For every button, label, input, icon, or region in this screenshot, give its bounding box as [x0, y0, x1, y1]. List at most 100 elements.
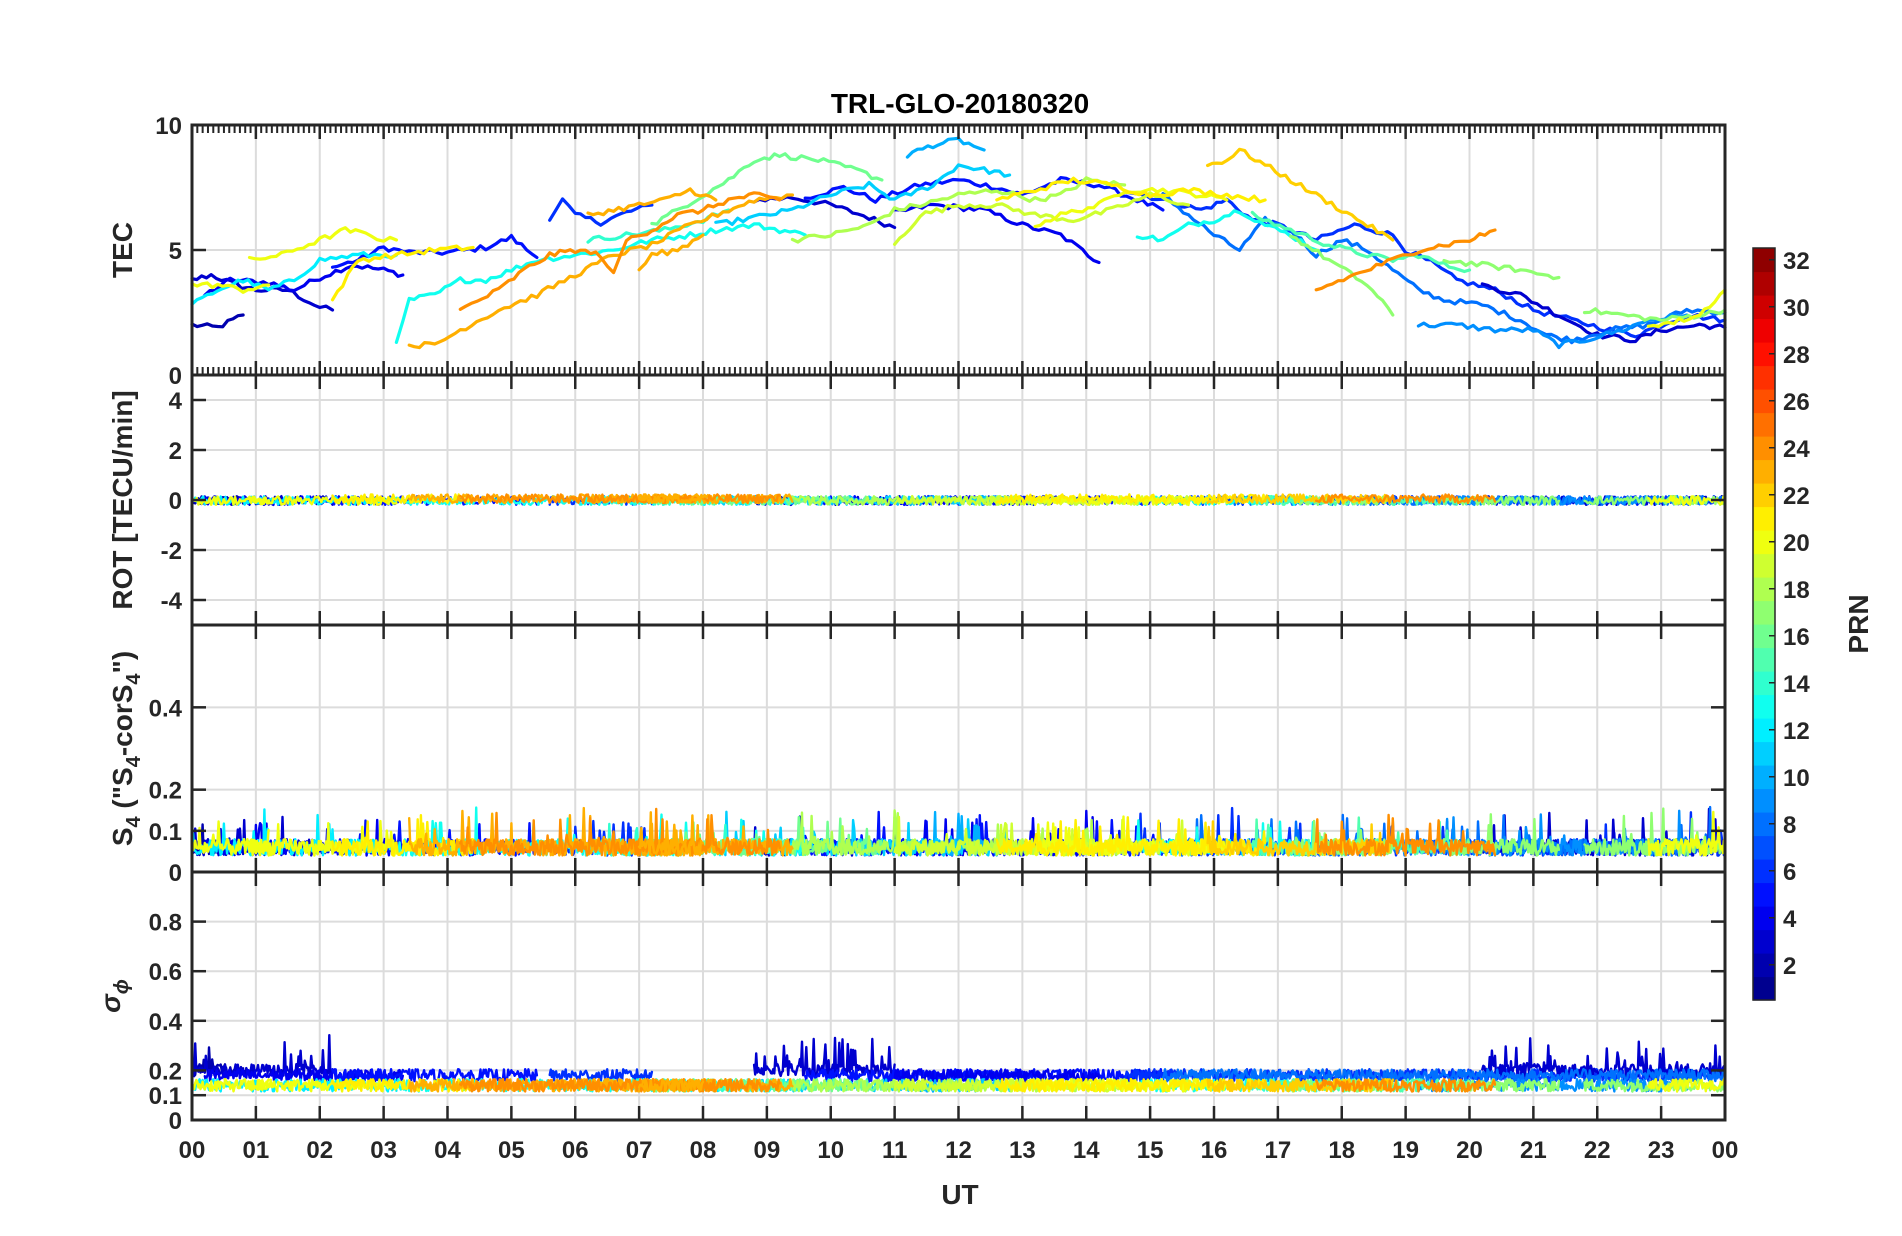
- sigma-y-tick-label: 0.6: [149, 959, 182, 986]
- tec-series-prn-11: [714, 163, 1012, 227]
- colorbar-tick-label: 18: [1783, 577, 1810, 604]
- colorbar-cell: [1753, 577, 1775, 602]
- tec-series-prn-6: [548, 197, 654, 227]
- rot-y-tick-label: 0: [169, 488, 182, 515]
- x-tick-label: 09: [754, 1137, 781, 1164]
- tec-series-prn-13: [1135, 209, 1318, 252]
- sigma-frame: [190, 870, 1727, 1122]
- s4-series-prn-24: [459, 807, 781, 857]
- colorbar-tick-label: 14: [1783, 671, 1810, 698]
- s4-series-prn-22: [1206, 820, 1394, 857]
- colorbar-cell: [1753, 953, 1775, 978]
- s4-y-tick-label: 0.2: [149, 778, 182, 805]
- x-tick-label: 21: [1520, 1137, 1547, 1164]
- colorbar-cell: [1753, 976, 1775, 1001]
- colorbar-cell: [1753, 718, 1775, 743]
- s4-y-axis-label: S4 ("S4-corS4"): [107, 651, 145, 846]
- panel-sigma: 00.10.2 0.4 0.6 0.8 σϕ: [95, 870, 1727, 1135]
- rot-series: [190, 493, 1727, 507]
- x-tick-label: 05: [498, 1137, 525, 1164]
- tec-series-prn-23: [586, 187, 718, 217]
- sigma-series-prn-24: [1315, 1077, 1497, 1093]
- colorbar-frame: [1752, 247, 1776, 1001]
- rot-series-prn-20: [1647, 495, 1727, 506]
- x-tick-label: 13: [1009, 1137, 1036, 1164]
- colorbar-cell: [1753, 271, 1775, 296]
- panel-s4: 00.10.20.4S4 ("S4-corS4"): [107, 623, 1727, 887]
- x-tick-label: 18: [1328, 1137, 1355, 1164]
- colorbar-cell: [1753, 765, 1775, 790]
- tec-series-prn-3: [190, 273, 335, 312]
- tec-y-tick-label: 10: [155, 113, 182, 140]
- x-tick-label: 00: [1712, 1137, 1739, 1164]
- x-tick-label: 16: [1201, 1137, 1228, 1164]
- colorbar-cell: [1753, 835, 1775, 860]
- sigma-series-prn-23: [637, 1078, 705, 1093]
- tec-y-tick-label: 5: [169, 238, 182, 265]
- rot-series-prn-22: [1206, 493, 1394, 505]
- colorbar-cell: [1753, 694, 1775, 719]
- x-axis: 00 01 02 03 04 05 06 07 08 09 10 11 12 13 14 15 16 17 18 19…: [179, 1137, 1739, 1164]
- tec-series-prn-20: [1646, 288, 1727, 329]
- x-tick-label: 06: [562, 1137, 589, 1164]
- tec-series-prn-16: [650, 152, 884, 226]
- colorbar-tick-label: 20: [1783, 530, 1810, 557]
- chart-title: TRL-GLO-20180320: [831, 88, 1089, 119]
- rot-series-prn-24: [459, 493, 781, 505]
- x-tick-label: 15: [1137, 1137, 1164, 1164]
- tec-series-prn-22: [1206, 147, 1395, 242]
- colorbar-tick-label: 32: [1783, 248, 1810, 275]
- colorbar-cell: [1753, 530, 1775, 555]
- x-tick-label: 19: [1392, 1137, 1419, 1164]
- colorbar-cell: [1753, 436, 1775, 461]
- sigma-series: [190, 1034, 1727, 1093]
- colorbar-cell: [1753, 812, 1775, 837]
- tec-series-prn-4: [893, 202, 1101, 265]
- x-tick-label: 00: [179, 1137, 206, 1164]
- sigma-series-prn-4: [893, 1068, 1101, 1083]
- tec-y-axis-label: TEC: [107, 222, 138, 278]
- sigma-y-tick-label: 0.4: [149, 1009, 183, 1036]
- rot-series-prn-24: [1315, 493, 1497, 505]
- sigma-y-label-sub: ϕ: [111, 979, 133, 994]
- s4-series-prn-17: [1442, 813, 1561, 857]
- sigma-series-prn-8: [1161, 1068, 1727, 1083]
- s4-series-prn-24: [1315, 813, 1497, 857]
- panel-rot: -4 -2 0 2 4 ROT [TECU/min]: [107, 373, 1727, 627]
- s4-y-label-part: 4: [123, 755, 145, 767]
- sigma-series-prn-20: [1647, 1078, 1727, 1093]
- colorbar-cell: [1753, 483, 1775, 508]
- x-tick-label: 10: [817, 1137, 844, 1164]
- colorbar-tick-label: 4: [1783, 906, 1797, 933]
- sigma-y-axis-label: σϕ: [95, 979, 133, 1013]
- tec-series-prn-23: [637, 233, 705, 272]
- tec-major-ticks: [190, 125, 1727, 375]
- x-tick-label: 03: [370, 1137, 397, 1164]
- x-tick-label: 08: [690, 1137, 717, 1164]
- tec-series-prn-20: [190, 281, 271, 294]
- sigma-y-tick-label: 0.2: [149, 1058, 182, 1085]
- rot-series-prn-23: [637, 493, 705, 504]
- x-tick-label: 17: [1265, 1137, 1292, 1164]
- s4-y-label-part: 4: [123, 815, 145, 827]
- tec-y-tick-label: 0: [169, 363, 182, 390]
- s4-series-prn-23: [637, 814, 705, 857]
- colorbar-tick-label: 10: [1783, 765, 1810, 792]
- colorbar-tick-label: 2: [1783, 953, 1796, 980]
- colorbar-cell: [1753, 342, 1775, 367]
- tec-series-prn-9: [1416, 313, 1689, 350]
- panel-tec: 0 5 10 TEC: [107, 113, 1727, 390]
- colorbar-tick-label: 28: [1783, 342, 1810, 369]
- colorbar-cell: [1753, 929, 1775, 954]
- colorbar-tick-label: 8: [1783, 812, 1796, 839]
- rot-y-tick-label: -2: [161, 538, 182, 565]
- x-axis-label: UT: [941, 1179, 978, 1210]
- colorbar-cell: [1753, 506, 1775, 531]
- tec-series-prn-10: [905, 136, 986, 159]
- sigma-y-tick-label: 0: [169, 1108, 182, 1135]
- colorbar-cell: [1753, 788, 1775, 813]
- s4-y-label-part: ("S: [107, 767, 138, 816]
- s4-series: [190, 805, 1727, 857]
- colorbar-cell: [1753, 741, 1775, 766]
